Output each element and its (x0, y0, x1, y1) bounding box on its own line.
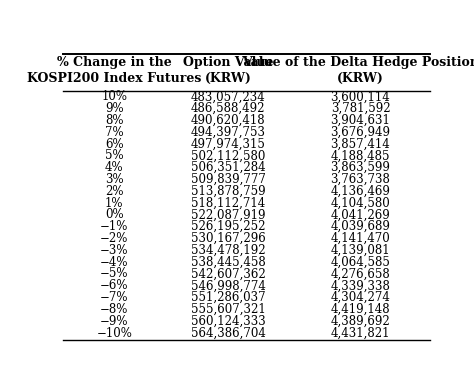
Text: 4,136,469: 4,136,469 (330, 185, 391, 198)
Text: 7%: 7% (105, 126, 124, 139)
Text: −6%: −6% (100, 279, 128, 292)
Text: 8%: 8% (105, 114, 124, 127)
Text: −4%: −4% (100, 256, 128, 269)
Text: 486,588,492: 486,588,492 (191, 102, 265, 115)
Text: 560,124,333: 560,124,333 (191, 315, 265, 328)
Text: 3,763,738: 3,763,738 (330, 173, 391, 186)
Text: 4,139,081: 4,139,081 (331, 244, 390, 257)
Text: 490,620,418: 490,620,418 (191, 114, 265, 127)
Text: 4,389,692: 4,389,692 (330, 315, 391, 328)
Text: 4,304,274: 4,304,274 (330, 291, 391, 304)
Text: −9%: −9% (100, 315, 128, 328)
Text: 483,057,234: 483,057,234 (191, 91, 265, 103)
Text: 4%: 4% (105, 161, 124, 174)
Text: 551,286,037: 551,286,037 (191, 291, 265, 304)
Text: −2%: −2% (100, 232, 128, 245)
Text: 518,112,714: 518,112,714 (191, 197, 265, 209)
Text: 3,863,599: 3,863,599 (330, 161, 391, 174)
Text: −7%: −7% (100, 291, 128, 304)
Text: 6%: 6% (105, 138, 124, 151)
Text: −5%: −5% (100, 267, 128, 280)
Text: 526,195,252: 526,195,252 (191, 220, 265, 233)
Text: 538,445,458: 538,445,458 (191, 256, 265, 269)
Text: −1%: −1% (100, 220, 128, 233)
Text: 4,339,338: 4,339,338 (330, 279, 391, 292)
Text: 4,141,470: 4,141,470 (330, 232, 391, 245)
Text: 4,431,821: 4,431,821 (331, 327, 390, 340)
Text: 1%: 1% (105, 197, 124, 209)
Text: Value of the Delta Hedge Position
(KRW): Value of the Delta Hedge Position (KRW) (242, 56, 474, 85)
Text: 542,607,362: 542,607,362 (191, 267, 265, 280)
Text: 3,781,592: 3,781,592 (331, 102, 390, 115)
Text: 9%: 9% (105, 102, 124, 115)
Text: 509,839,777: 509,839,777 (191, 173, 265, 186)
Text: 4,041,269: 4,041,269 (330, 208, 391, 221)
Text: 4,064,585: 4,064,585 (330, 256, 391, 269)
Text: 497,974,315: 497,974,315 (191, 138, 265, 151)
Text: 4,188,485: 4,188,485 (331, 149, 390, 162)
Text: 4,104,580: 4,104,580 (330, 197, 391, 209)
Text: 3,904,631: 3,904,631 (330, 114, 391, 127)
Text: 513,878,759: 513,878,759 (191, 185, 265, 198)
Text: 522,087,919: 522,087,919 (191, 208, 265, 221)
Text: 5%: 5% (105, 149, 124, 162)
Text: 494,397,753: 494,397,753 (191, 126, 266, 139)
Text: 0%: 0% (105, 208, 124, 221)
Text: −8%: −8% (100, 303, 128, 316)
Text: Option Value
(KRW): Option Value (KRW) (183, 56, 273, 85)
Text: −10%: −10% (96, 327, 132, 340)
Text: 2%: 2% (105, 185, 124, 198)
Text: 3,857,414: 3,857,414 (330, 138, 391, 151)
Text: 3,600,114: 3,600,114 (330, 91, 391, 103)
Text: 546,998,774: 546,998,774 (191, 279, 265, 292)
Text: 4,039,689: 4,039,689 (330, 220, 391, 233)
Text: 502,112,580: 502,112,580 (191, 149, 265, 162)
Text: 564,386,704: 564,386,704 (191, 327, 265, 340)
Text: 530,167,296: 530,167,296 (191, 232, 265, 245)
Text: −3%: −3% (100, 244, 128, 257)
Text: 506,351,284: 506,351,284 (191, 161, 265, 174)
Text: 3%: 3% (105, 173, 124, 186)
Text: 534,478,192: 534,478,192 (191, 244, 265, 257)
Text: 4,276,658: 4,276,658 (330, 267, 391, 280)
Text: 4,419,148: 4,419,148 (331, 303, 390, 316)
Text: % Change in the
KOSPI200 Index Futures: % Change in the KOSPI200 Index Futures (27, 56, 201, 85)
Text: 3,676,949: 3,676,949 (330, 126, 391, 139)
Text: 555,607,321: 555,607,321 (191, 303, 265, 316)
Text: 10%: 10% (101, 91, 128, 103)
